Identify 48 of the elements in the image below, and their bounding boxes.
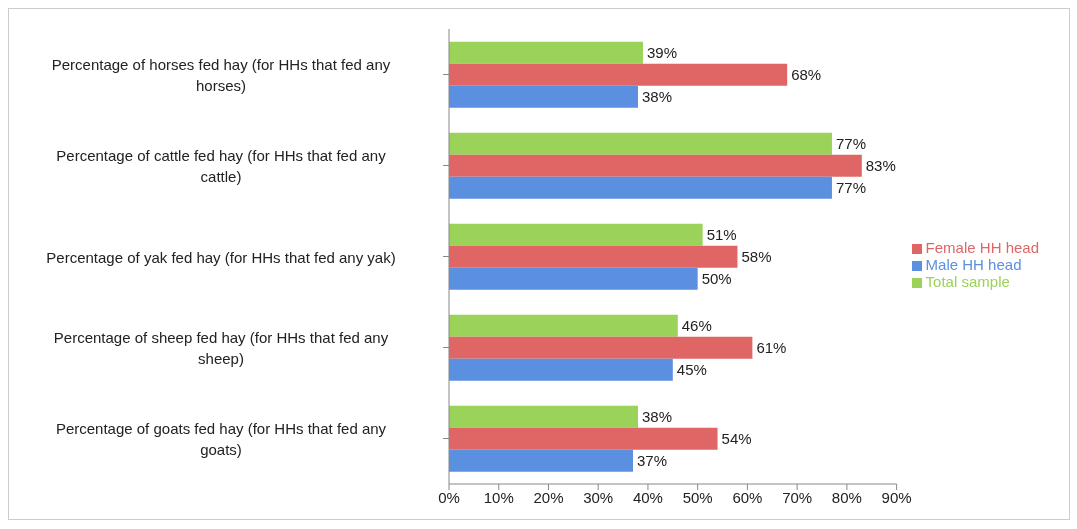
bar [449,427,718,450]
data-label: 51% [706,226,737,244]
x-tick-label: 60% [732,488,763,506]
data-label: 39% [646,44,677,62]
bar [449,41,643,64]
x-tick-label: 80% [831,488,862,506]
bar [449,154,862,177]
data-label: 77% [835,179,866,197]
x-tick-label: 30% [583,488,614,506]
x-tick-label: 0% [438,488,460,506]
data-label: 45% [676,361,707,379]
data-label: 83% [865,157,896,175]
bar [449,405,638,428]
legend-label: Female HH head [925,238,1039,256]
data-label: 54% [721,430,752,448]
y-tick-label: Percentage of goats fed hay (for HHs that fed any goats) [55,419,387,458]
bar [449,85,638,108]
bar [449,176,832,199]
bar [449,63,788,86]
data-label: 46% [681,317,712,335]
x-tick-label: 40% [632,488,663,506]
x-tick-label: 70% [782,488,813,506]
y-tick-label: Percentage of sheep fed hay (for HHs that fed any sheep) [53,328,389,367]
data-label: 38% [641,88,673,106]
x-tick-label: 90% [881,488,912,506]
y-tick-label: Percentage of horses fed hay (for HHs that fed any horses) [51,55,391,94]
data-label: 37% [637,452,668,470]
legend-label: Male HH head [925,255,1022,273]
data-label: 50% [701,270,732,288]
data-label: 38% [641,408,673,426]
data-label: 77% [835,135,866,153]
data-label: 58% [741,248,772,266]
data-label: 61% [756,339,787,357]
bar [449,267,698,290]
bar [449,223,703,246]
x-tick-label: 50% [682,488,713,506]
bar [449,336,753,359]
bar [449,245,738,268]
x-tick-label: 20% [533,488,564,506]
bar [449,314,678,337]
bar [449,132,832,155]
x-tick-label: 10% [483,488,514,506]
bar [449,358,673,381]
legend-label: Total sample [925,272,1010,290]
data-label: 68% [791,66,822,84]
bar [449,449,634,472]
y-tick-label: Percentage of cattle fed hay (for HHs that fed any cattle) [56,146,387,185]
y-tick-label: Percentage of yak fed hay (for HHs that fed any yak) [46,248,396,265]
